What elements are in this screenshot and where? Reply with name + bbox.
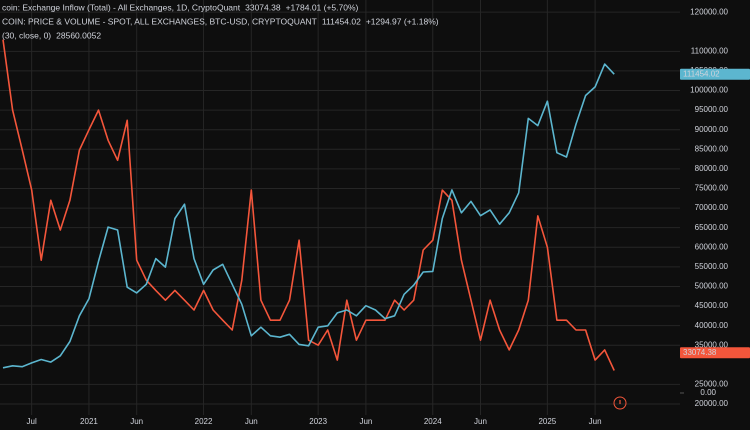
x-tick-label: 2022 xyxy=(195,417,213,426)
x-tick-label: 2025 xyxy=(538,417,556,426)
price-badge-label: 111454.02 xyxy=(683,69,720,78)
y-tick-label: 25000.00 xyxy=(695,380,729,389)
y-tick-label: 75000.00 xyxy=(695,184,729,193)
series-line xyxy=(2,39,615,371)
y-tick-label: 85000.00 xyxy=(695,144,729,153)
y-tick-label: 40000.00 xyxy=(695,321,729,330)
x-tick-label: Jun xyxy=(245,417,258,426)
x-tick-label: Jun xyxy=(589,417,602,426)
indicator-value: 28560.0052 xyxy=(56,30,101,40)
legend-name: COIN: PRICE & VOLUME - SPOT, ALL EXCHANG… xyxy=(2,16,317,26)
legend-name: coin: Exchange Inflow (Total) - All Exch… xyxy=(2,2,241,12)
legend: coin: Exchange Inflow (Total) - All Exch… xyxy=(2,2,439,40)
y-tick-label: 45000.00 xyxy=(695,301,729,310)
y-tick-label: 20000.00 xyxy=(695,399,729,408)
y-tick-label: 50000.00 xyxy=(695,282,729,291)
legend-change: +1784.01 (+5.70%) xyxy=(286,2,359,12)
legend-change: +1294.97 (+1.18%) xyxy=(366,16,439,26)
x-tick-label: Jun xyxy=(359,417,372,426)
price-badge xyxy=(680,347,750,359)
x-tick-label: 2021 xyxy=(80,417,98,426)
y-tick-label: 60000.00 xyxy=(695,242,729,251)
x-tick-label: Jun xyxy=(130,417,143,426)
y-tick-label: 80000.00 xyxy=(695,164,729,173)
event-icon[interactable] xyxy=(613,396,627,410)
axes: 120000.00110000.00105000.00100000.009500… xyxy=(27,7,750,426)
y-tick-label: 95000.00 xyxy=(695,105,729,114)
y-tick-label: 35000.00 xyxy=(695,340,729,349)
y-tick-label: 55000.00 xyxy=(695,262,729,271)
legend-value: 111454.02 xyxy=(322,16,361,26)
y-tick-label: 90000.00 xyxy=(695,125,729,134)
grid xyxy=(0,0,680,415)
y-tick-label: 70000.00 xyxy=(695,203,729,212)
y-tick-label: 100000.00 xyxy=(690,86,728,95)
x-tick-label: Jul xyxy=(27,417,37,426)
legend-value: 33074.38 xyxy=(245,2,281,12)
x-tick-label: Jun xyxy=(474,417,487,426)
y-tick-label: 65000.00 xyxy=(695,223,729,232)
x-tick-label: 2024 xyxy=(424,417,442,426)
price-badge-label: 33074.38 xyxy=(683,348,717,357)
y2-tick-label: 0.00 xyxy=(700,388,716,397)
price-badge xyxy=(680,68,750,80)
indicator-label: (30, close, 0) xyxy=(2,30,51,40)
y-tick-label: 120000.00 xyxy=(690,7,728,16)
x-tick-label: 2023 xyxy=(309,417,327,426)
y-tick-label: 110000.00 xyxy=(691,46,729,55)
plot xyxy=(2,39,615,371)
series-line xyxy=(2,63,615,369)
